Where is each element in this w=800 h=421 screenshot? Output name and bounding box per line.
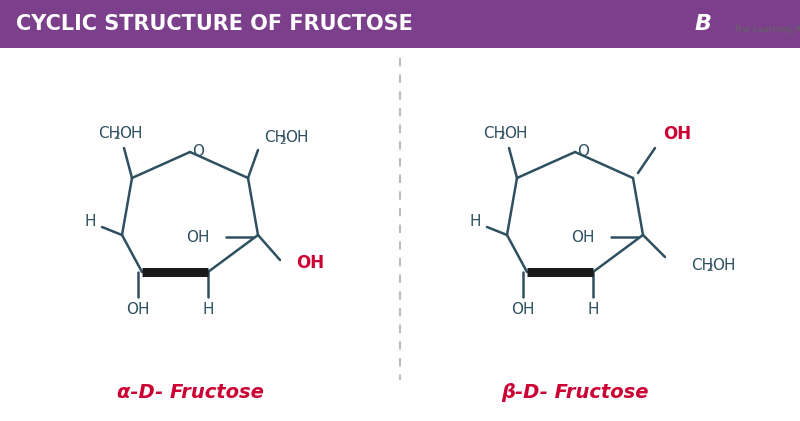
- Text: OH: OH: [511, 301, 534, 317]
- Text: OH: OH: [285, 131, 309, 146]
- Text: H: H: [587, 301, 598, 317]
- Text: OH: OH: [296, 254, 324, 272]
- Bar: [0, 0, 800, 48]
- Text: 2: 2: [498, 131, 505, 141]
- Text: OH: OH: [126, 301, 150, 317]
- Text: CYCLIC STRUCTURE OF FRUCTOSE: CYCLIC STRUCTURE OF FRUCTOSE: [16, 14, 413, 34]
- Text: 2: 2: [113, 131, 120, 141]
- Text: H: H: [84, 215, 96, 229]
- Text: BYJU'S: BYJU'S: [733, 8, 789, 24]
- Text: OH: OH: [712, 258, 735, 272]
- Text: CH: CH: [264, 131, 286, 146]
- Text: CH: CH: [98, 125, 120, 141]
- Text: The Learning App: The Learning App: [733, 26, 800, 35]
- Text: CH: CH: [691, 258, 713, 272]
- Text: O: O: [192, 144, 204, 158]
- FancyBboxPatch shape: [681, 2, 725, 46]
- Text: β-D- Fructose: β-D- Fructose: [502, 384, 649, 402]
- Text: CH: CH: [483, 125, 505, 141]
- Text: O: O: [577, 144, 589, 158]
- Text: B: B: [694, 14, 711, 34]
- Text: OH: OH: [186, 229, 210, 245]
- Text: OH: OH: [119, 125, 142, 141]
- Text: OH: OH: [663, 125, 691, 143]
- Text: H: H: [202, 301, 214, 317]
- Text: OH: OH: [571, 229, 595, 245]
- Text: 2: 2: [706, 263, 713, 273]
- Text: α-D- Fructose: α-D- Fructose: [117, 384, 263, 402]
- Text: 2: 2: [279, 136, 286, 146]
- Text: OH: OH: [504, 125, 527, 141]
- Text: H: H: [470, 215, 481, 229]
